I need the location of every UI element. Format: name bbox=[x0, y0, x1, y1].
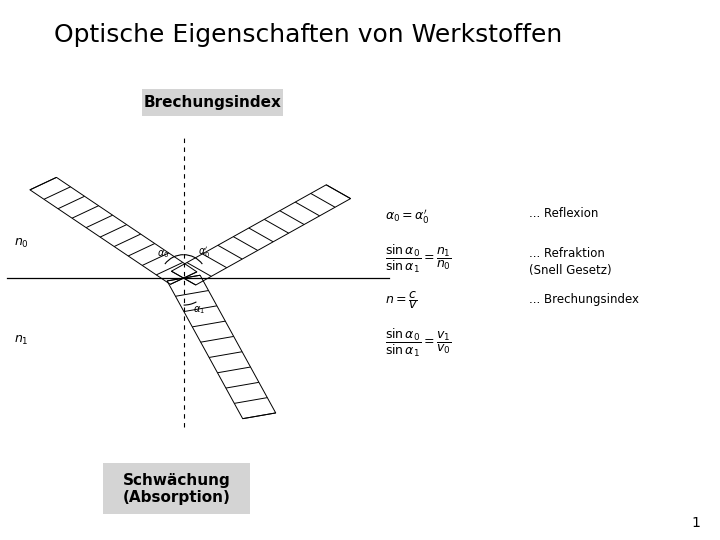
Text: Brechungsindex: Brechungsindex bbox=[143, 95, 282, 110]
Text: Optische Eigenschaften von Werkstoffen: Optische Eigenschaften von Werkstoffen bbox=[54, 23, 562, 47]
Text: 1: 1 bbox=[691, 516, 700, 530]
Text: $\alpha_0'$: $\alpha_0'$ bbox=[197, 246, 210, 260]
Text: $\alpha_0$: $\alpha_0$ bbox=[157, 248, 170, 260]
Text: ... Brechungsindex: ... Brechungsindex bbox=[529, 293, 639, 306]
Text: $\alpha_0 = \alpha_0^{\prime}$: $\alpha_0 = \alpha_0^{\prime}$ bbox=[385, 207, 430, 225]
Text: $\alpha_1$: $\alpha_1$ bbox=[194, 304, 205, 316]
FancyBboxPatch shape bbox=[142, 89, 282, 116]
Text: $n = \dfrac{c}{v}$: $n = \dfrac{c}{v}$ bbox=[385, 289, 418, 310]
Text: ... Reflexion: ... Reflexion bbox=[529, 207, 598, 220]
Text: Schwächung
(Absorption): Schwächung (Absorption) bbox=[122, 472, 230, 505]
Text: ... Refraktion
(Snell Gesetz): ... Refraktion (Snell Gesetz) bbox=[529, 247, 612, 277]
Text: $n_0$: $n_0$ bbox=[14, 237, 30, 249]
FancyBboxPatch shape bbox=[103, 463, 251, 514]
Text: $\dfrac{\sin\alpha_0}{\sin\alpha_1} = \dfrac{v_1}{v_0}$: $\dfrac{\sin\alpha_0}{\sin\alpha_1} = \d… bbox=[385, 327, 451, 359]
Text: $n_1$: $n_1$ bbox=[14, 334, 29, 347]
Text: $\dfrac{\sin\alpha_0}{\sin\alpha_1} = \dfrac{n_1}{n_0}$: $\dfrac{\sin\alpha_0}{\sin\alpha_1} = \d… bbox=[385, 243, 452, 275]
